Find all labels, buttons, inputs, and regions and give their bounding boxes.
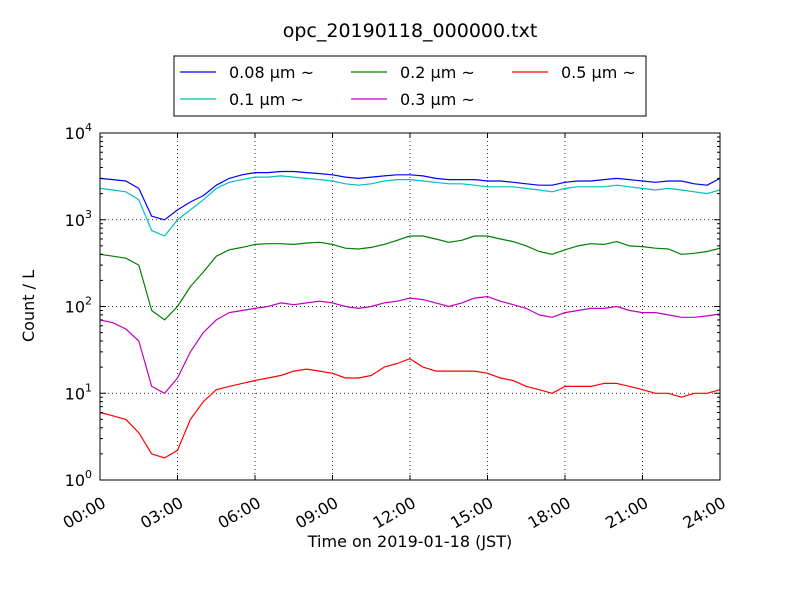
y-tick-exponent: 0 [85,468,92,481]
x-axis-label: Time on 2019-01-18 (JST) [307,532,512,551]
series-line-0-2 [99,235,721,321]
y-tick-base: 10 [65,384,85,403]
series-line-0-08 [99,170,721,221]
legend-label: 0.5 μm ~ [561,63,636,82]
y-tick-label: 102 [65,295,92,317]
legend-label: 0.3 μm ~ [400,90,475,109]
y-axis-label: Count / L [19,270,38,342]
series-line-0-1 [99,175,721,237]
series-line-0-5 [99,358,721,459]
series-lines [99,170,721,459]
legend-label: 0.2 μm ~ [400,63,475,82]
legend-label: 0.1 μm ~ [229,90,304,109]
y-tick-base: 10 [65,298,85,317]
chart-title: opc_20190118_000000.txt [283,20,538,42]
y-tick-base: 10 [65,211,85,230]
legend-label: 0.08 μm ~ [229,63,314,82]
y-tick-exponent: 4 [85,121,92,134]
y-tick-label: 101 [65,381,92,403]
y-tick-label: 100 [65,468,92,490]
y-tick-base: 10 [65,124,85,143]
y-tick-base: 10 [65,471,85,490]
legend-box [173,55,647,117]
y-tick-exponent: 1 [85,381,92,394]
y-tick-exponent: 3 [85,208,92,221]
series-line-0-3 [99,296,721,394]
legend: 0.08 μm ~ 0.1 μm ~ 0.2 μm ~ 0.3 μm ~ 0.5 μm … [173,55,647,117]
y-tick-exponent: 2 [85,295,92,308]
y-tick-label: 104 [65,121,92,143]
y-tick-label: 103 [65,208,92,230]
